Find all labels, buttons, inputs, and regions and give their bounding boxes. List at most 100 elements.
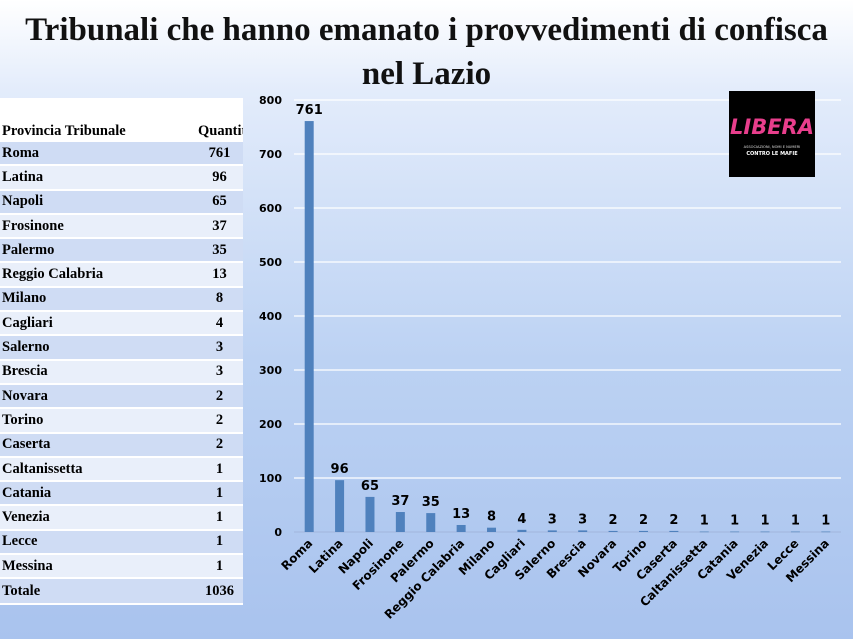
province-name: Napoli — [0, 189, 196, 215]
data-label: 65 — [361, 479, 379, 494]
logo-tagline-1: ASSOCIAZIONI, NOMI E NUMERI — [744, 145, 801, 149]
province-quantity: 1 — [196, 505, 243, 531]
province-name: Brescia — [0, 359, 196, 385]
y-tick-label: 200 — [259, 418, 282, 431]
table-row: Caserta 2 — [0, 432, 243, 458]
province-quantity: 65 — [196, 189, 243, 215]
bar-milano — [487, 527, 497, 532]
province-name: Latina — [0, 165, 196, 191]
province-name: Lecce — [0, 529, 196, 556]
province-name: Palermo — [0, 238, 196, 264]
data-label: 4 — [517, 512, 526, 527]
y-tick-label: 500 — [259, 256, 282, 269]
bar-caserta — [669, 530, 679, 532]
bar-roma — [304, 121, 314, 532]
province-quantity: 4 — [196, 311, 243, 337]
libera-logo: LIBERA ASSOCIAZIONI, NOMI E NUMERI CONTR… — [729, 91, 815, 177]
total-value: 1036 — [196, 578, 243, 606]
bar-brescia — [578, 530, 588, 532]
data-label: 13 — [452, 507, 470, 522]
data-label: 1 — [791, 513, 800, 528]
bar-salerno — [547, 530, 557, 532]
table-row: Messina 1 — [0, 554, 243, 580]
table-row: Latina 96 — [0, 165, 243, 191]
table-row: Novara 2 — [0, 383, 243, 410]
page-title: Tribunali che hanno emanato i provvedime… — [25, 12, 828, 92]
table-row: Catania 1 — [0, 481, 243, 507]
province-name: Roma — [0, 141, 196, 167]
data-label: 2 — [669, 513, 678, 528]
y-tick-label: 300 — [259, 364, 282, 377]
table-row: Venezia 1 — [0, 505, 243, 531]
data-label: 2 — [639, 513, 648, 528]
data-label: 1 — [730, 513, 739, 528]
data-label: 1 — [761, 513, 770, 528]
province-name: Catania — [0, 481, 196, 507]
y-tick-label: 800 — [259, 94, 282, 107]
province-name: Novara — [0, 383, 196, 410]
bar-catania — [730, 531, 740, 533]
bar-cagliari — [517, 529, 527, 532]
data-label: 1 — [700, 513, 709, 528]
table-row: Caltanissetta 1 — [0, 456, 243, 483]
province-quantity: 2 — [196, 383, 243, 410]
total-label: Totale — [0, 578, 196, 606]
table-row: Lecce 1 — [0, 529, 243, 556]
y-tick-label: 100 — [259, 472, 282, 485]
table-row: Roma 761 — [0, 141, 243, 167]
province-name: Messina — [0, 554, 196, 580]
data-label: 96 — [331, 462, 349, 477]
table-row: Torino 2 — [0, 408, 243, 434]
bar-lecce — [790, 531, 800, 533]
table-row: Milano 8 — [0, 286, 243, 313]
table-row: Cagliari 4 — [0, 311, 243, 337]
province-quantity: 1 — [196, 456, 243, 483]
data-label: 2 — [609, 513, 618, 528]
data-label: 1 — [821, 513, 830, 528]
bar-torino — [638, 530, 648, 532]
province-name: Venezia — [0, 505, 196, 531]
bar-palermo — [426, 513, 436, 532]
province-quantity: 2 — [196, 432, 243, 458]
province-quantity: 3 — [196, 335, 243, 361]
province-table: Provincia Tribunale Quantità Roma761Lati… — [0, 98, 243, 606]
province-quantity: 8 — [196, 286, 243, 313]
table-total-row: Totale 1036 — [0, 578, 243, 606]
bar-napoli — [365, 496, 375, 532]
table-row: Frosinone 37 — [0, 213, 243, 240]
province-quantity: 1 — [196, 481, 243, 507]
province-quantity: 761 — [196, 141, 243, 167]
province-quantity: 1 — [196, 529, 243, 556]
province-name: Torino — [0, 408, 196, 434]
table-header-row: Provincia Tribunale Quantità — [0, 98, 243, 142]
province-name: Milano — [0, 286, 196, 313]
data-label: 3 — [548, 512, 557, 527]
bar-novara — [608, 530, 618, 532]
province-quantity: 96 — [196, 165, 243, 191]
province-quantity: 3 — [196, 359, 243, 385]
bar-latina — [335, 480, 345, 532]
province-name: Reggio Calabria — [0, 262, 196, 288]
header-province: Provincia Tribunale — [0, 98, 196, 142]
y-tick-label: 600 — [259, 202, 282, 215]
y-tick-label: 400 — [259, 310, 282, 323]
province-name: Cagliari — [0, 311, 196, 337]
bar-caltanissetta — [699, 531, 709, 533]
province-name: Caltanissetta — [0, 456, 196, 483]
province-quantity: 37 — [196, 213, 243, 240]
province-name: Salerno — [0, 335, 196, 361]
data-label: 8 — [487, 510, 496, 525]
bar-chart: 0100200300400500600700800761Roma96Latina… — [259, 94, 841, 622]
data-label: 761 — [296, 103, 323, 118]
logo-tagline-2: CONTRO LE MAFIE — [746, 151, 798, 157]
bar-venezia — [760, 531, 770, 533]
table-row: Palermo 35 — [0, 238, 243, 264]
table-row: Salerno 3 — [0, 335, 243, 361]
province-name: Frosinone — [0, 213, 196, 240]
province-quantity: 13 — [196, 262, 243, 288]
libera-logo-graphic: LIBERA ASSOCIAZIONI, NOMI E NUMERI CONTR… — [730, 115, 814, 157]
y-tick-label: 0 — [274, 526, 282, 539]
logo-wordmark: LIBERA — [730, 115, 814, 139]
header-quantity: Quantità — [196, 98, 243, 142]
table-row: Napoli 65 — [0, 189, 243, 215]
